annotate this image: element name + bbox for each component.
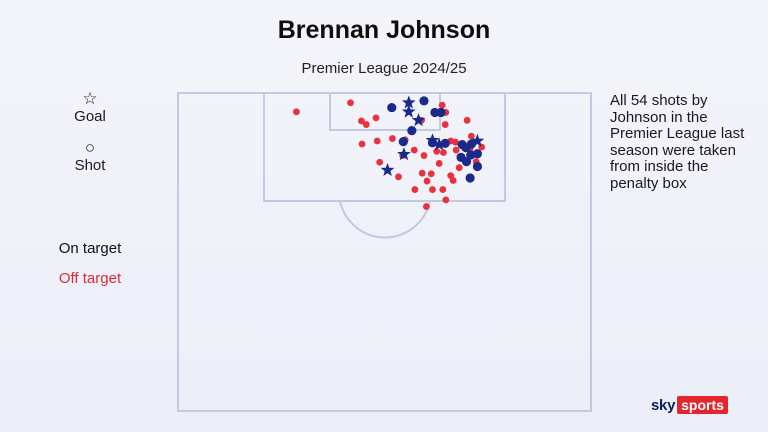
shot-on-target-point xyxy=(387,102,397,113)
chart-subtitle: Premier League 2024/25 xyxy=(301,60,467,77)
pitch-half-outline xyxy=(177,92,592,412)
goal-star-point xyxy=(380,162,395,176)
chart-title: Brennan Johnson xyxy=(277,16,491,44)
legend-goal: ☆ Goal xyxy=(40,89,140,126)
goal-star-point xyxy=(432,137,446,151)
legend-shot-label: Shot xyxy=(74,157,106,174)
sky-sports-logo: sky sports xyxy=(651,396,728,414)
shot-off-target-point xyxy=(429,186,436,193)
shot-on-target-point xyxy=(465,173,475,183)
shot-off-target-point xyxy=(293,108,300,116)
shot-on-target-point xyxy=(398,136,408,147)
goal-star-point xyxy=(401,104,416,118)
shot-off-target-point xyxy=(455,164,463,172)
shot-off-target-point xyxy=(372,114,380,122)
shot-on-target-point xyxy=(472,149,483,159)
shot-off-target-point xyxy=(418,169,426,177)
shot-off-target-point xyxy=(347,99,354,107)
annotation-text: All 54 shots by Johnson in the Premier L… xyxy=(610,92,745,192)
shot-off-target-point xyxy=(423,203,430,210)
shot-off-target-point xyxy=(411,186,419,193)
shot-off-target-point xyxy=(410,146,418,154)
shot-off-target-point xyxy=(376,158,384,166)
legend-on-target: On target xyxy=(58,240,122,257)
shot-off-target-point xyxy=(439,186,447,193)
shot-off-target-point xyxy=(373,137,381,145)
shot-off-target-point xyxy=(449,177,457,184)
goal-star-point xyxy=(401,95,416,109)
shot-on-target-point xyxy=(419,96,429,106)
penalty-arc xyxy=(339,200,431,239)
shot-off-target-point xyxy=(452,138,459,146)
shot-off-target-point xyxy=(463,116,471,124)
shot-off-target-point xyxy=(452,146,460,154)
goal-star-point xyxy=(470,133,485,147)
shot-off-target-point xyxy=(388,135,396,142)
shot-off-target-point xyxy=(395,173,402,181)
shot-on-target-point xyxy=(461,157,472,167)
shot-off-target-point xyxy=(358,140,366,148)
legend-shot: ○ Shot xyxy=(40,138,140,175)
goal-star-point xyxy=(397,147,411,161)
shot-off-target-point xyxy=(442,196,450,204)
shot-off-target-point xyxy=(362,121,370,128)
shot-off-target-point xyxy=(441,121,449,128)
shot-on-target-point xyxy=(472,161,483,172)
legend-off-target: Off target xyxy=(58,270,122,287)
shot-off-target-point xyxy=(358,117,365,125)
shot-off-target-point xyxy=(467,132,475,140)
shot-on-target-point xyxy=(436,107,446,118)
shot-off-target-point xyxy=(420,152,428,159)
shot-off-target-point xyxy=(438,101,446,109)
shot-off-target-point xyxy=(433,147,441,155)
star-outline-icon: ☆ xyxy=(82,89,98,108)
legend-goal-label: Goal xyxy=(74,108,106,125)
shot-on-target-point xyxy=(407,126,417,136)
shot-off-target-point xyxy=(435,160,443,167)
circle-outline-icon: ○ xyxy=(84,138,96,157)
shot-off-target-point xyxy=(440,149,447,156)
goal-star-point xyxy=(425,133,440,147)
shot-off-target-point xyxy=(423,177,431,185)
shot-on-target-point xyxy=(440,138,450,149)
goal-star-point xyxy=(411,113,426,127)
shot-off-target-point xyxy=(427,170,435,178)
